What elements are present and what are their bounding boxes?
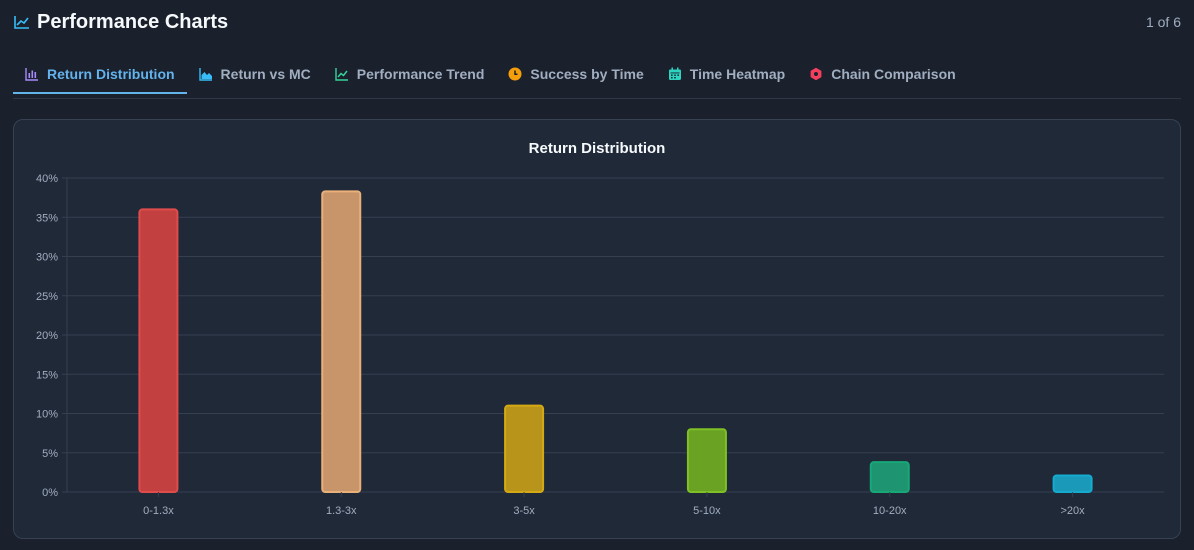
area-chart-icon bbox=[198, 67, 213, 81]
tab-label: Success by Time bbox=[530, 66, 644, 82]
x-tick-label: 3-5x bbox=[513, 505, 535, 517]
y-tick-label: 20% bbox=[36, 330, 58, 342]
tab-return-distribution[interactable]: Return Distribution bbox=[13, 56, 187, 94]
chart-tabs: Return Distribution Return vs MC Performan… bbox=[13, 56, 1181, 99]
bar-chart-icon bbox=[25, 67, 39, 81]
x-tick-label: 10-20x bbox=[873, 505, 907, 517]
clock-icon bbox=[508, 67, 522, 81]
hexagon-icon bbox=[809, 67, 823, 81]
tab-label: Return vs MC bbox=[220, 66, 311, 82]
x-tick-label: 0-1.3x bbox=[143, 505, 174, 517]
x-tick-label: 5-10x bbox=[693, 505, 721, 517]
tab-label: Chain Comparison bbox=[831, 66, 956, 82]
page-header: Performance Charts 1 of 6 bbox=[13, 8, 1181, 36]
tab-return-vs-mc[interactable]: Return vs MC bbox=[187, 56, 323, 94]
trend-line-icon bbox=[335, 67, 349, 81]
y-tick-label: 15% bbox=[36, 369, 58, 381]
page-title: Performance Charts bbox=[37, 10, 229, 33]
trend-line-icon bbox=[13, 13, 31, 31]
x-tick-label: 1.3-3x bbox=[326, 505, 357, 517]
tab-label: Performance Trend bbox=[356, 66, 485, 82]
calendar-icon bbox=[668, 67, 682, 81]
bar-0-1.3x[interactable] bbox=[138, 208, 179, 494]
y-tick-label: 30% bbox=[36, 252, 58, 264]
bar-3-5x[interactable] bbox=[504, 404, 545, 493]
tab-label: Time Heatmap bbox=[689, 66, 786, 82]
tab-chain-comparison[interactable]: Chain Comparison bbox=[797, 56, 967, 94]
y-tick-label: 5% bbox=[42, 448, 58, 460]
bar-1.3-3x[interactable] bbox=[321, 190, 362, 493]
tab-performance-trend[interactable]: Performance Trend bbox=[323, 56, 497, 94]
return-distribution-chart: 0% 5% 10% 15% 20% 25% 30% 35% 40% 0-1.3x 1.3-3x 3-5… bbox=[36, 173, 1164, 517]
chart-title: Return Distribution bbox=[528, 140, 666, 157]
page-indicator: 1 of 6 bbox=[1145, 14, 1181, 30]
y-tick-label: 10% bbox=[36, 409, 58, 421]
y-tick-label: 25% bbox=[36, 291, 58, 303]
tab-success-by-time[interactable]: Success by Time bbox=[496, 56, 655, 94]
y-tick-label: 0% bbox=[42, 487, 58, 499]
bar-5-10x[interactable] bbox=[686, 428, 727, 494]
tab-label: Return Distribution bbox=[47, 66, 175, 82]
y-tick-label: 40% bbox=[36, 173, 58, 185]
x-tick-label: >20x bbox=[1060, 505, 1085, 517]
bar-10-20x[interactable] bbox=[869, 461, 910, 494]
tab-time-heatmap[interactable]: Time Heatmap bbox=[656, 56, 797, 94]
bar->20x[interactable] bbox=[1052, 474, 1093, 494]
y-tick-label: 35% bbox=[36, 212, 58, 224]
chart-card: Return Distribution 0% 5% 10% 15% 20% 25% 30% 3… bbox=[13, 119, 1181, 539]
